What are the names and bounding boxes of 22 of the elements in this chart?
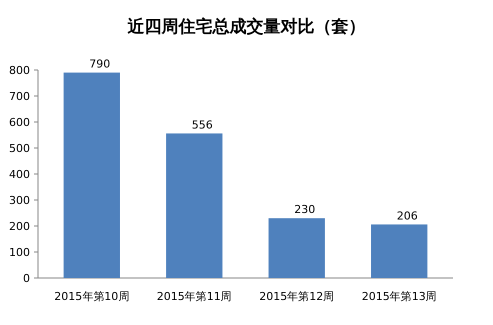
data-label: 790 [89,58,110,71]
bar [268,218,325,278]
y-tick-label: 0 [23,272,30,285]
y-tick-label: 400 [9,168,30,181]
chart-title: 近四周住宅总成交量对比（套） [126,17,366,37]
y-tick-label: 700 [9,90,30,103]
x-tick-label: 2015年第10周 [54,290,130,303]
x-tick-label: 2015年第12周 [259,290,334,303]
data-label: 230 [294,203,316,216]
y-tick-label: 800 [9,64,30,77]
y-tick-label: 100 [9,246,30,259]
y-tick-label: 300 [9,194,30,207]
x-tick-label: 2015年第13周 [362,290,437,303]
bar [64,72,120,278]
x-tick-label: 2015年第11周 [156,290,232,303]
data-label: 556 [192,118,213,132]
y-tick-label: 500 [9,142,30,155]
bar [371,224,428,278]
bar [166,133,222,278]
y-tick-label: 600 [9,116,30,129]
data-label: 206 [396,209,418,222]
y-tick-label: 200 [9,220,30,233]
